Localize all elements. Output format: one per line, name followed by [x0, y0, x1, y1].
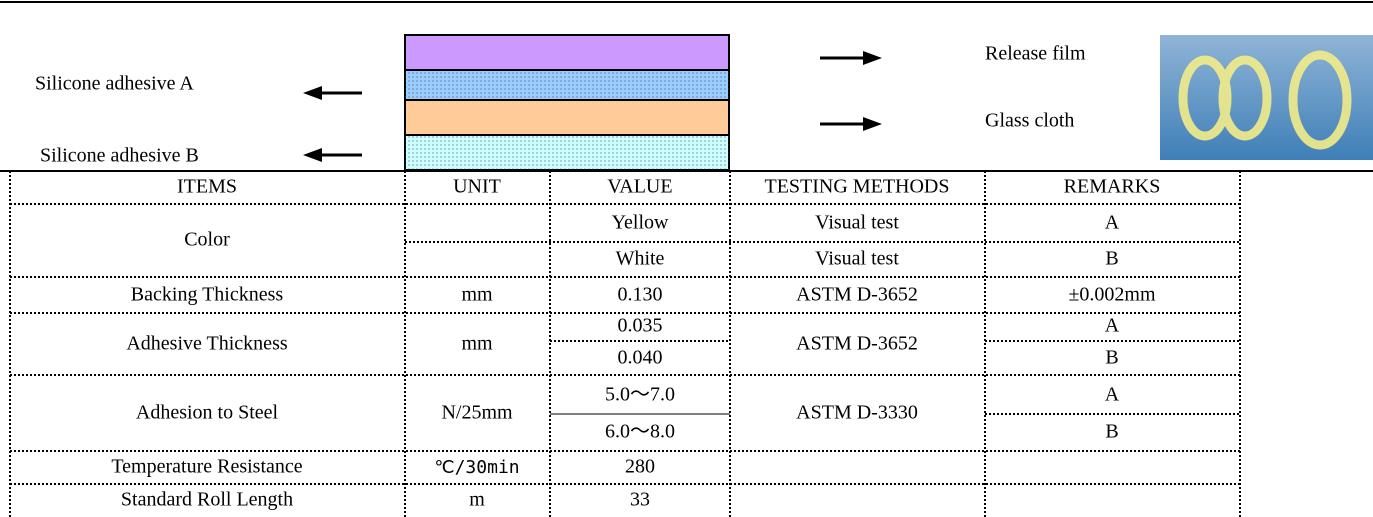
cell: A: [1105, 212, 1120, 234]
cell: Adhesive Thickness: [126, 333, 287, 355]
header-cell: REMARKS: [1064, 176, 1161, 198]
cell: Standard Roll Length: [121, 489, 293, 511]
cell: A: [1105, 384, 1120, 406]
cell: 280: [625, 456, 655, 478]
header-cell: UNIT: [453, 176, 501, 198]
layer-diagram: [405, 35, 729, 170]
cell: 0.035: [618, 315, 663, 337]
cell: ASTM D-3652: [796, 284, 918, 306]
cell: 5.0～7.0: [605, 384, 675, 406]
header-cell: ITEMS: [177, 176, 237, 198]
cell: Color: [184, 229, 230, 251]
cell: ℃/30min: [434, 457, 519, 478]
cell: ASTM D-3652: [796, 333, 918, 355]
cell: ±0.002mm: [1068, 284, 1156, 306]
cell: Temperature Resistance: [111, 456, 302, 478]
cell: B: [1105, 347, 1118, 369]
cell: m: [469, 489, 485, 511]
cell: Adhesion to Steel: [136, 402, 279, 424]
cell: B: [1105, 248, 1118, 270]
label-adhesive-b: Silicone adhesive B: [40, 145, 199, 167]
label-adhesive-a: Silicone adhesive A: [35, 73, 194, 95]
table-text: ITEMS UNIT VALUE TESTING METHODS REMARKS…: [111, 176, 1160, 511]
cell: Yellow: [612, 212, 669, 234]
cell: B: [1105, 421, 1118, 443]
cell: 0.040: [618, 347, 663, 369]
cell: Visual test: [815, 212, 899, 234]
page: Silicone adhesive A Silicone adhesive B …: [0, 0, 1373, 517]
cell: Visual test: [815, 248, 899, 270]
label-glass-cloth: Glass cloth: [985, 110, 1074, 132]
product-photo: [1160, 35, 1373, 160]
cell: Backing Thickness: [131, 284, 284, 306]
cell: 0.130: [618, 284, 663, 306]
cell: White: [616, 248, 665, 270]
label-release-film: Release film: [985, 43, 1086, 65]
cell: N/25mm: [441, 402, 513, 424]
cell: ASTM D-3330: [796, 402, 918, 424]
cell: mm: [461, 333, 493, 355]
header-cell: VALUE: [607, 176, 672, 198]
cell: A: [1105, 315, 1120, 337]
cell: 6.0～8.0: [605, 421, 675, 443]
header-cell: TESTING METHODS: [765, 176, 950, 198]
cell: mm: [461, 284, 493, 306]
cell: 33: [630, 489, 650, 511]
